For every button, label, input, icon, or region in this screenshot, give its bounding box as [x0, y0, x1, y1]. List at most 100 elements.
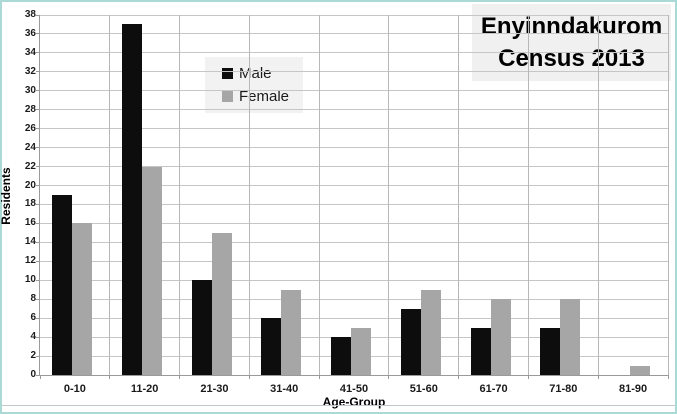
y-tick-label: 12 [24, 255, 36, 267]
y-axis-tick [36, 33, 40, 35]
y-tick-label: 34 [24, 46, 36, 58]
y-axis-tick [36, 90, 40, 92]
y-axis-tick [36, 185, 40, 187]
y-axis-tick [36, 336, 40, 338]
y-axis-tick [36, 241, 40, 243]
y-tick-label: 10 [24, 274, 36, 286]
legend-item-female: Female [222, 88, 303, 105]
gridline-horizontal [40, 317, 668, 319]
x-axis-tick [318, 375, 320, 379]
legend-swatch-female [222, 91, 233, 102]
bar-female-61-70 [490, 299, 511, 375]
gridline-horizontal [40, 52, 668, 54]
chart-title-line-2: Census 2013 [498, 44, 645, 72]
y-axis-tick [36, 279, 40, 281]
y-tick-label: 24 [24, 141, 36, 153]
y-tick-label: 20 [24, 179, 36, 191]
y-axis-tick [36, 317, 40, 319]
gridline-horizontal [40, 33, 668, 35]
y-axis-tick [36, 203, 40, 205]
x-axis-tick [597, 375, 599, 379]
y-axis-tick [36, 52, 40, 54]
bar-female-71-80 [560, 299, 581, 375]
x-axis-tick [667, 375, 669, 379]
gridline-vertical [179, 15, 181, 375]
y-tick-label: 18 [24, 198, 36, 210]
legend-item-male: Male [222, 65, 303, 82]
gridline-horizontal [40, 298, 668, 300]
x-axis-tick [388, 375, 390, 379]
x-tick-label: 31-40 [270, 383, 299, 395]
gridline-horizontal [40, 166, 668, 168]
bar-female-0-10 [72, 223, 92, 375]
gridline-vertical [318, 15, 320, 375]
y-axis-tick [36, 71, 40, 73]
chart-title-box: Enyinndakurom Census 2013 [472, 4, 671, 81]
gridline-horizontal [40, 241, 668, 243]
gridline-horizontal [40, 128, 668, 130]
x-axis-tick [458, 375, 460, 379]
x-axis-title: Age-Group [322, 395, 386, 409]
legend-label: Male [239, 65, 272, 82]
y-tick-label: 38 [24, 9, 36, 20]
bar-male-0-10 [52, 195, 72, 375]
y-tick-label: 30 [24, 84, 36, 96]
gridline-horizontal [40, 14, 668, 16]
x-tick-label: 0-10 [63, 383, 86, 395]
gridline-horizontal [40, 147, 668, 149]
y-tick-label: 2 [30, 350, 36, 362]
x-tick-label: 61-70 [479, 383, 508, 395]
bar-male-51-60 [400, 308, 421, 375]
y-axis-tick [36, 166, 40, 168]
bar-female-11-20 [141, 166, 162, 375]
bar-female-51-60 [420, 289, 441, 375]
gridline-horizontal [40, 203, 668, 205]
y-axis-tick [36, 109, 40, 111]
gridline-vertical [527, 15, 529, 375]
legend: Male Female [205, 57, 303, 113]
y-axis-tick [36, 298, 40, 300]
gridline-horizontal [40, 185, 668, 187]
gridline-vertical [597, 15, 599, 375]
bar-male-11-20 [121, 24, 142, 375]
bar-female-41-50 [351, 327, 372, 375]
y-axis-tick [36, 147, 40, 149]
x-axis-tick [179, 375, 181, 379]
x-axis-tick [248, 375, 250, 379]
bar-female-31-40 [281, 289, 302, 375]
gridline-horizontal [40, 260, 668, 262]
x-tick-label: 41-50 [339, 383, 369, 395]
legend-label: Female [239, 88, 290, 105]
x-tick-label: 71-80 [549, 383, 578, 395]
y-axis-tick [36, 222, 40, 224]
bar-male-61-70 [470, 327, 491, 375]
bar-male-21-30 [191, 280, 212, 375]
y-axis-tick [36, 374, 40, 376]
y-axis-tick [36, 128, 40, 130]
y-axis-line [39, 15, 40, 376]
x-tick-label: 51-60 [409, 383, 438, 395]
gridline-horizontal [40, 71, 668, 73]
x-tick-label: 21-30 [200, 383, 229, 395]
y-tick-label: 16 [24, 217, 36, 229]
y-tick-label: 6 [30, 312, 36, 324]
y-tick-label: 28 [24, 103, 36, 115]
x-axis-tick [527, 375, 529, 379]
legend-swatch-male [222, 68, 233, 79]
x-tick-label: 11-20 [130, 383, 159, 395]
x-axis-tick [39, 375, 41, 379]
x-axis-line [39, 375, 668, 376]
x-axis-tick [109, 375, 111, 379]
gridline-vertical [458, 15, 460, 375]
gridline-vertical [109, 15, 111, 375]
x-tick-label: 81-90 [619, 383, 648, 395]
chart-title-line-1: Enyinndakurom [480, 12, 663, 40]
y-tick-label: 32 [24, 65, 36, 77]
y-tick-label: 8 [30, 293, 36, 305]
y-tick-label: 14 [24, 236, 36, 248]
y-tick-label: 36 [24, 27, 36, 39]
gridline-horizontal [40, 109, 668, 111]
y-axis-tick [36, 355, 40, 357]
y-tick-label: 26 [24, 122, 36, 134]
